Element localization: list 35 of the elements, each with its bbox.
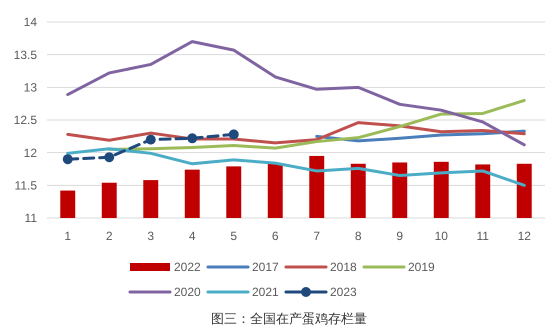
x-tick-label: 9 (396, 229, 404, 243)
legend-label: 2020 (174, 285, 202, 300)
x-tick-label: 4 (188, 229, 196, 243)
point (104, 152, 114, 162)
x-tick-label: 8 (354, 229, 362, 243)
legend-label: 2021 (252, 285, 280, 300)
legend-label: 2017 (252, 260, 280, 274)
text: 图三：全国在产蛋鸡存栏量 (211, 311, 367, 326)
y-tick-label: 12.5 (14, 113, 38, 128)
x-tick-label: 5 (230, 229, 238, 243)
x-tick-label: 11 (476, 229, 490, 243)
x-tick-label: 2 (106, 229, 113, 243)
y-tick-label: 12 (24, 146, 38, 160)
y-tick-label: 11.5 (14, 178, 38, 193)
x-tick-label: 7 (313, 229, 320, 243)
x-tick-label: 12 (518, 229, 532, 243)
legend-label: 2022 (174, 260, 202, 274)
point (187, 133, 198, 144)
line-series (66, 121, 526, 144)
y-tick-label: 11 (24, 211, 38, 226)
point (146, 134, 156, 145)
line-series (66, 40, 526, 146)
legend-label: 2019 (408, 260, 436, 274)
point (62, 154, 73, 164)
line-series (108, 98, 526, 151)
y-tick-label: 14 (24, 15, 38, 30)
x-tick-label: 1 (64, 229, 72, 243)
x-tick-label: 6 (272, 229, 279, 243)
legend-label: 2018 (330, 260, 358, 274)
point (228, 129, 239, 140)
x-tick-label: 3 (147, 229, 154, 243)
y-tick-label: 13 (24, 80, 38, 95)
legend-label: 2023 (330, 285, 358, 300)
y-tick-label: 13.5 (14, 48, 38, 62)
x-tick-label: 10 (434, 229, 448, 243)
